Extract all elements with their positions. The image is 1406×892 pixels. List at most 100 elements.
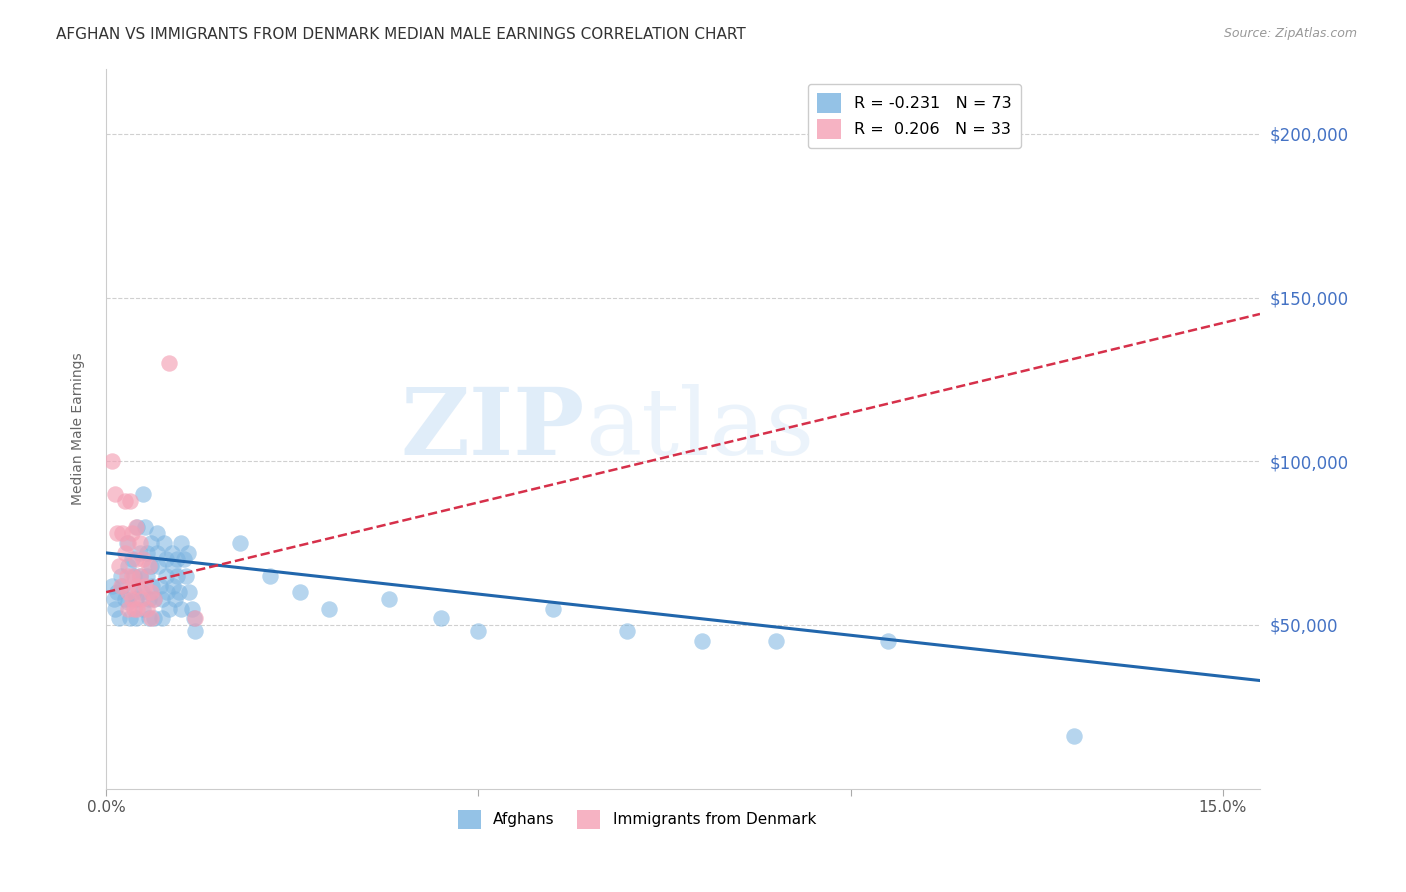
Point	[169, 601, 191, 615]
Point	[124, 585, 146, 599]
Point	[430, 611, 453, 625]
Point	[115, 536, 138, 550]
Point	[179, 585, 201, 599]
Point	[111, 579, 134, 593]
Point	[183, 611, 205, 625]
Point	[150, 591, 173, 606]
Point	[149, 579, 172, 593]
Point	[169, 536, 191, 550]
Point	[318, 601, 340, 615]
Point	[1063, 729, 1085, 743]
Point	[115, 569, 138, 583]
Point	[765, 634, 787, 648]
Point	[138, 559, 160, 574]
Point	[157, 356, 180, 370]
Point	[157, 601, 180, 615]
Point	[118, 493, 141, 508]
Point	[162, 559, 184, 574]
Point	[117, 595, 139, 609]
Point	[117, 585, 139, 599]
Point	[378, 591, 401, 606]
Point	[288, 585, 311, 599]
Point	[121, 591, 143, 606]
Point	[108, 559, 131, 574]
Point	[108, 611, 131, 625]
Point	[132, 601, 155, 615]
Point	[259, 569, 281, 583]
Point	[128, 569, 150, 583]
Point	[131, 591, 153, 606]
Point	[162, 579, 184, 593]
Point	[127, 519, 149, 533]
Point	[136, 601, 159, 615]
Point	[121, 552, 143, 566]
Point	[166, 552, 188, 566]
Point	[467, 624, 489, 639]
Point	[153, 536, 176, 550]
Text: Source: ZipAtlas.com: Source: ZipAtlas.com	[1223, 27, 1357, 40]
Point	[184, 624, 207, 639]
Point	[173, 552, 195, 566]
Point	[876, 634, 898, 648]
Point	[163, 591, 186, 606]
Point	[118, 611, 141, 625]
Point	[125, 552, 148, 566]
Point	[121, 569, 143, 583]
Point	[180, 601, 202, 615]
Point	[117, 536, 139, 550]
Point	[125, 519, 148, 533]
Point	[104, 601, 127, 615]
Point	[139, 536, 162, 550]
Point	[166, 569, 188, 583]
Point	[138, 591, 160, 606]
Point	[131, 585, 153, 599]
Point	[132, 552, 155, 566]
Point	[124, 601, 146, 615]
Point	[136, 546, 159, 560]
Point	[134, 519, 156, 533]
Point	[143, 611, 166, 625]
Point	[160, 546, 183, 560]
Point	[117, 601, 139, 615]
Point	[143, 591, 166, 606]
Legend: Afghans, Immigrants from Denmark: Afghans, Immigrants from Denmark	[451, 804, 823, 835]
Point	[141, 579, 163, 593]
Point	[139, 611, 162, 625]
Point	[103, 591, 125, 606]
Point	[128, 536, 150, 550]
Point	[616, 624, 638, 639]
Point	[127, 579, 149, 593]
Point	[541, 601, 564, 615]
Point	[148, 559, 170, 574]
Point	[125, 591, 148, 606]
Y-axis label: Median Male Earnings: Median Male Earnings	[72, 352, 86, 505]
Point	[101, 454, 124, 468]
Point	[690, 634, 713, 648]
Point	[136, 569, 159, 583]
Point	[101, 579, 124, 593]
Point	[105, 526, 128, 541]
Point	[110, 579, 132, 593]
Point	[139, 585, 162, 599]
Point	[150, 611, 173, 625]
Point	[125, 611, 148, 625]
Text: ZIP: ZIP	[401, 384, 585, 474]
Point	[110, 569, 132, 583]
Point	[111, 526, 134, 541]
Point	[155, 569, 177, 583]
Point	[114, 591, 136, 606]
Point	[105, 585, 128, 599]
Point	[132, 487, 155, 501]
Point	[176, 569, 198, 583]
Point	[124, 569, 146, 583]
Point	[138, 611, 160, 625]
Text: atlas: atlas	[585, 384, 814, 474]
Point	[127, 601, 149, 615]
Point	[139, 559, 162, 574]
Point	[155, 552, 177, 566]
Point	[229, 536, 252, 550]
Point	[134, 579, 156, 593]
Point	[117, 559, 139, 574]
Point	[121, 526, 143, 541]
Text: AFGHAN VS IMMIGRANTS FROM DENMARK MEDIAN MALE EARNINGS CORRELATION CHART: AFGHAN VS IMMIGRANTS FROM DENMARK MEDIAN…	[56, 27, 747, 42]
